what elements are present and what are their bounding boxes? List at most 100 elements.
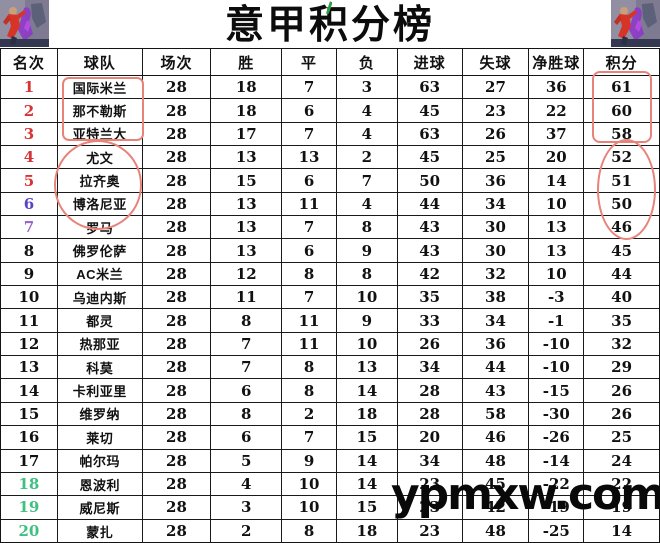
corner-photo-right (611, 0, 660, 47)
goals-against-cell: 45 (463, 472, 530, 496)
points-cell: 52 (611, 148, 633, 167)
team-cell: 博洛尼亚 (58, 192, 143, 216)
goals-against-cell: 44 (463, 356, 530, 379)
won-cell: 15 (211, 169, 283, 192)
points-cell: 44 (611, 264, 633, 283)
table-row: 12 热那亚 28 7 11 10 26 36 -10 32 (1, 332, 659, 357)
table-row: 6 博洛尼亚 28 13 11 4 44 34 10 50 (1, 192, 659, 217)
team-cell: 莱切 (58, 426, 143, 449)
points-cell: 51 (611, 171, 633, 190)
drawn-cell: 8 (282, 262, 337, 286)
played-cell: 28 (143, 286, 212, 309)
table-row: 17 帕尔玛 28 5 9 14 34 48 -14 24 (1, 449, 659, 473)
goals-against-cell: 46 (463, 426, 530, 449)
goals-for-cell: 63 (398, 76, 463, 99)
drawn-cell: 7 (282, 76, 337, 99)
won-cell: 18 (211, 99, 283, 122)
played-cell: 28 (143, 169, 212, 192)
points-cell: 40 (611, 288, 633, 307)
goal-diff-cell: 10 (529, 192, 585, 216)
goals-for-cell: 45 (398, 99, 463, 122)
goal-diff-cell: -25 (529, 519, 585, 543)
table-row: 10 乌迪内斯 28 11 7 10 35 38 -3 40 (1, 286, 659, 310)
points-cell: 45 (611, 241, 633, 260)
column-header-8: 失球 (463, 49, 530, 75)
points-cell: 24 (611, 451, 633, 470)
points-cell: 60 (611, 101, 633, 120)
drawn-cell: 10 (282, 496, 337, 519)
lost-cell: 4 (337, 122, 398, 146)
rank-cell: 17 (1, 449, 58, 472)
goals-against-cell: 23 (463, 99, 530, 122)
rank-cell: 1 (1, 76, 58, 99)
team-cell: 乌迪内斯 (58, 286, 143, 309)
team-cell: 亚特兰大 (58, 122, 143, 146)
column-header-3: 场次 (143, 49, 212, 75)
table-row: 7 罗马 28 13 7 8 43 30 13 46 (1, 216, 659, 240)
table-row: 13 科莫 28 7 8 13 34 44 -10 29 (1, 356, 659, 380)
drawn-cell: 10 (282, 472, 337, 496)
goals-for-cell: 34 (398, 449, 463, 472)
goals-against-cell: 27 (463, 76, 530, 99)
goal-diff-cell: 36 (529, 76, 585, 99)
rank-cell: 14 (1, 379, 58, 402)
table-row: 8 佛罗伦萨 28 13 6 9 43 30 13 45 (1, 239, 659, 263)
goals-for-cell: 42 (398, 262, 463, 286)
points-cell: 22 (611, 475, 633, 494)
won-cell: 13 (211, 239, 283, 262)
points-cell: 14 (611, 522, 633, 541)
goals-against-cell: 42 (463, 496, 530, 519)
table-body: 1 国际米兰 28 18 7 3 63 27 36 61 2 那不勒斯 28 18 6 4 45 23 22 60 3 亚… (1, 76, 659, 543)
rank-cell: 4 (1, 146, 58, 169)
table-row: 2 那不勒斯 28 18 6 4 45 23 22 60 (1, 99, 659, 123)
column-header-5: 平 (282, 49, 337, 75)
won-cell: 12 (211, 262, 283, 286)
table-row: 11 都灵 28 8 11 9 33 34 -1 35 (1, 309, 659, 333)
column-header-4: 胜 (211, 49, 283, 75)
goals-for-cell: 44 (398, 192, 463, 216)
played-cell: 28 (143, 146, 212, 169)
lost-cell: 14 (337, 472, 398, 496)
lost-cell: 2 (337, 146, 398, 169)
rank-cell: 6 (1, 192, 58, 216)
drawn-cell: 7 (282, 216, 337, 239)
played-cell: 28 (143, 76, 212, 99)
goal-diff-cell: -15 (529, 379, 585, 402)
goal-diff-cell: 10 (529, 262, 585, 286)
drawn-cell: 11 (282, 309, 337, 332)
rank-cell: 12 (1, 332, 58, 356)
won-cell: 4 (211, 472, 283, 496)
goal-diff-cell: 14 (529, 169, 585, 192)
goals-against-cell: 32 (463, 262, 530, 286)
goal-diff-cell: 37 (529, 122, 585, 146)
goal-diff-cell: 22 (529, 99, 585, 122)
players-photo-icon (611, 0, 660, 47)
won-cell: 6 (211, 379, 283, 402)
table-row: 20 蒙扎 28 2 8 18 23 48 -25 14 (1, 519, 659, 543)
rank-cell: 20 (1, 519, 58, 543)
goals-for-cell: 45 (398, 146, 463, 169)
played-cell: 28 (143, 262, 212, 286)
lost-cell: 14 (337, 449, 398, 472)
team-cell: 卡利亚里 (58, 379, 143, 402)
table-row: 15 维罗纳 28 8 2 18 28 58 -30 26 (1, 402, 659, 427)
lost-cell: 8 (337, 262, 398, 286)
points-cell: 61 (611, 78, 633, 97)
column-header-6: 负 (337, 49, 398, 75)
lost-cell: 15 (337, 426, 398, 449)
goals-for-cell: 50 (398, 169, 463, 192)
played-cell: 28 (143, 472, 212, 496)
rank-cell: 15 (1, 402, 58, 426)
points-cell: 50 (611, 194, 633, 213)
table-row: 18 恩波利 28 4 10 14 23 45 -22 22 (1, 472, 659, 497)
lost-cell: 9 (337, 239, 398, 262)
won-cell: 3 (211, 496, 283, 519)
goals-against-cell: 25 (463, 146, 530, 169)
standings-table: 名次 球队 场次胜平负进球 失球 净胜球 积分 1 国际米兰 28 18 7 3 63 27 36 61 2 那… (0, 48, 660, 543)
played-cell: 28 (143, 402, 212, 426)
lost-cell: 18 (337, 519, 398, 543)
won-cell: 8 (211, 309, 283, 332)
goal-diff-cell: -22 (529, 472, 585, 496)
rank-cell: 3 (1, 122, 58, 146)
goals-for-cell: 23 (398, 519, 463, 543)
